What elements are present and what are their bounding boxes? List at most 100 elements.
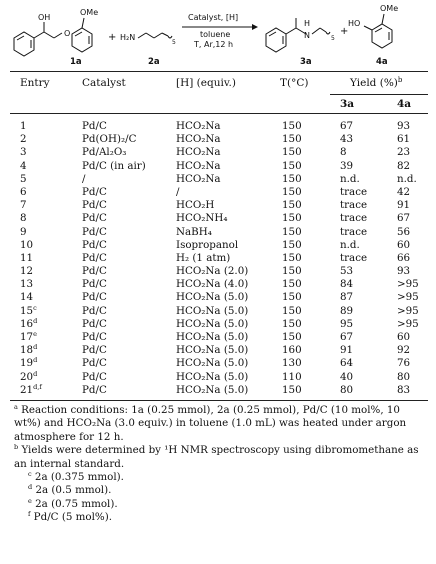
- cell-catalyst: Pd/C: [82, 383, 107, 396]
- cell-h-equiv: HCO₂Na (5.0): [176, 370, 249, 383]
- cell-temp: 150: [282, 185, 302, 198]
- cell-temp: 160: [282, 344, 302, 357]
- cell-entry: 12: [20, 265, 34, 278]
- cell-h-equiv: HCO₂Na: [176, 146, 221, 159]
- cell-yield-3a: 67: [340, 331, 354, 343]
- cell-h-equiv: Isopropanol: [176, 238, 239, 251]
- cell-catalyst: Pd/C: [82, 238, 107, 251]
- cell-temp: 150: [282, 238, 302, 251]
- cell-catalyst: Pd/Al₂O₃: [82, 146, 127, 159]
- cell-yield-3a: 89: [340, 304, 354, 317]
- cell-catalyst: Pd/C: [82, 357, 107, 370]
- table-row: 6 Pd/C / 150 trace 42: [0, 186, 436, 199]
- cell-h-equiv: HCO₂Na (5.0): [176, 317, 249, 330]
- ome-label-left: OMe: [80, 8, 98, 17]
- cell-temp: 150: [282, 331, 302, 343]
- cell-temp: 150: [282, 199, 302, 212]
- substrate-1a-structure: [13, 17, 93, 57]
- cell-yield-3a: n.d.: [340, 172, 360, 185]
- ho-label: HO: [348, 19, 360, 28]
- cell-yield-4a: 76: [397, 357, 411, 370]
- cell-catalyst: Pd/C: [82, 291, 107, 304]
- header-4a: 4a: [397, 98, 412, 110]
- product-3a-structure: [265, 18, 331, 53]
- table-row: 9 Pd/C NaBH₄ 150 trace 56: [0, 226, 436, 239]
- cell-yield-3a: n.d.: [340, 238, 360, 251]
- svg-text:O: O: [64, 29, 70, 38]
- cell-catalyst: Pd/C: [82, 278, 107, 291]
- table-row: 14 Pd/C HCO₂Na (5.0) 150 87 >95: [0, 291, 436, 304]
- table-row: 13 Pd/C HCO₂Na (4.0) 150 84 >95: [0, 278, 436, 291]
- footnote-mark: e: [28, 496, 32, 505]
- cell-temp: 150: [282, 212, 302, 225]
- footnote-mark: f: [28, 510, 31, 519]
- cell-h-equiv: HCO₂Na (5.0): [176, 304, 249, 317]
- header-yield: Yield (%)b: [350, 76, 403, 90]
- table-row: 18d Pd/C HCO₂Na (5.0) 160 91 92: [0, 344, 436, 357]
- cell-entry: 14: [20, 291, 34, 304]
- cell-entry: 7: [20, 199, 27, 212]
- product-4a-structure: [363, 13, 393, 49]
- cell-h-equiv: HCO₂Na (5.0): [176, 344, 249, 357]
- cell-catalyst: Pd/C: [82, 344, 107, 357]
- cell-yield-3a: trace: [340, 212, 368, 225]
- cell-yield-4a: 23: [397, 146, 411, 159]
- cell-h-equiv: /: [176, 185, 180, 198]
- cell-yield-4a: 93: [397, 265, 411, 278]
- cell-entry: 17e: [20, 330, 37, 343]
- cell-entry: 5: [20, 172, 27, 185]
- header-catalyst: Catalyst: [82, 77, 126, 89]
- cell-yield-4a: 67: [397, 212, 411, 225]
- cell-temp: 150: [282, 317, 302, 330]
- table-row: 1 Pd/C HCO₂Na 150 67 93: [0, 120, 436, 133]
- plus-sign-2: +: [340, 26, 348, 37]
- cell-h-equiv: HCO₂Na (5.0): [176, 357, 249, 370]
- cell-catalyst: Pd/C: [82, 265, 107, 278]
- cell-entry: 16d: [20, 316, 38, 330]
- cell-catalyst: Pd/C: [82, 185, 107, 198]
- cell-yield-4a: 92: [397, 344, 411, 357]
- table-row: 20d Pd/C HCO₂Na (5.0) 110 40 80: [0, 370, 436, 384]
- cell-yield-4a: 56: [397, 225, 411, 238]
- cell-yield-3a: 64: [340, 357, 354, 370]
- oh-label: OH: [38, 13, 50, 22]
- cell-h-equiv: HCO₂Na (5.0): [176, 291, 249, 304]
- cell-temp: 150: [282, 225, 302, 238]
- footnote-text: Reaction conditions: 1a (0.25 mmol), 2a …: [14, 404, 407, 443]
- cell-catalyst: Pd/C: [82, 331, 107, 343]
- cell-h-equiv: H₂ (1 atm): [176, 251, 231, 264]
- amine-2a-structure: [137, 32, 173, 39]
- cell-temp: 150: [282, 159, 302, 172]
- table-row: 16d Pd/C HCO₂Na (5.0) 150 95 >95: [0, 318, 436, 331]
- cell-yield-3a: 43: [340, 133, 354, 146]
- cell-yield-4a: >95: [397, 278, 419, 291]
- footnote-e: e 2a (0.75 mmol).: [14, 498, 428, 511]
- table-row: 11 Pd/C H₂ (1 atm) 150 trace 66: [0, 252, 436, 265]
- cell-temp: 150: [282, 251, 302, 264]
- table-row: 15c Pd/C HCO₂Na (5.0) 150 89 >95: [0, 303, 436, 318]
- table-row: 2 Pd(OH)₂/C HCO₂Na 150 43 61: [0, 133, 436, 146]
- table-row: 7 Pd/C HCO₂H 150 trace 91: [0, 199, 436, 212]
- cell-h-equiv: HCO₂Na (2.0): [176, 265, 249, 278]
- cell-yield-4a: >95: [397, 317, 419, 330]
- cell-catalyst: Pd/C: [82, 251, 107, 264]
- cell-yield-4a: 42: [397, 185, 411, 198]
- footnote-f: f Pd/C (5 mol%).: [14, 511, 428, 524]
- cell-yield-3a: 39: [340, 159, 354, 172]
- header-3a: 3a: [340, 98, 355, 110]
- cell-temp: 150: [282, 172, 302, 185]
- cell-entry: 15c: [20, 303, 37, 317]
- footnote-c: c 2a (0.375 mmol).: [14, 471, 428, 484]
- cell-yield-4a: >95: [397, 291, 419, 304]
- footnote-mark: a: [14, 403, 18, 411]
- cell-temp: 150: [282, 265, 302, 278]
- table-row: 4 Pd/C (in air) HCO₂Na 150 39 82: [0, 160, 436, 173]
- cell-yield-3a: 91: [340, 344, 354, 357]
- h2n-label: H₂N: [120, 33, 135, 42]
- cell-h-equiv: HCO₂Na: [176, 159, 221, 172]
- entry-footnote-mark: d: [33, 356, 38, 365]
- header-yield-footnote: b: [397, 76, 403, 84]
- cell-temp: 130: [282, 357, 302, 370]
- table-row: 19d Pd/C HCO₂Na (5.0) 130 64 76: [0, 357, 436, 370]
- reaction-scheme: OH O OMe + H₂N 5 Catalyst, [H] toluene T…: [13, 4, 398, 67]
